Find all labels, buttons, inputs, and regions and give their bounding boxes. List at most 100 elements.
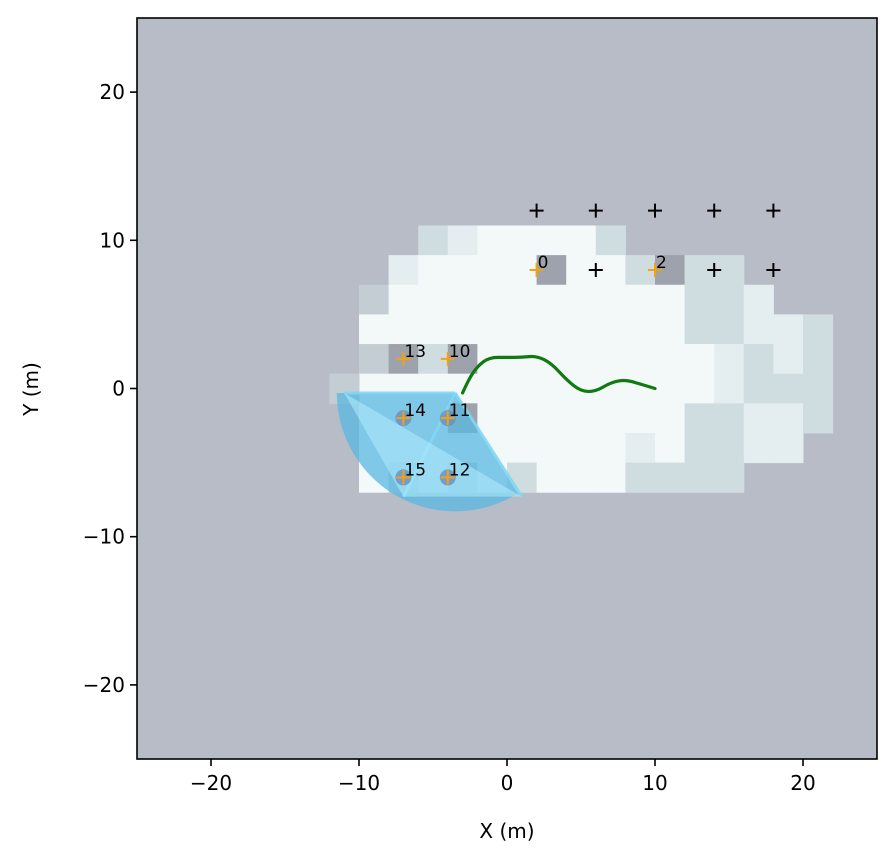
trajectory-line (461, 354, 657, 395)
map-cell (507, 284, 538, 315)
y-tick-label: 10 (100, 228, 125, 252)
map-cell (507, 403, 538, 434)
map-cell (773, 432, 804, 464)
fov-ray (453, 392, 524, 498)
map-cell (566, 432, 597, 464)
map-cell (388, 255, 419, 286)
map-cell (566, 314, 597, 345)
map-cell (655, 284, 686, 315)
target-id-label: 12 (449, 460, 471, 480)
map-cell (507, 344, 538, 375)
map-cell (803, 344, 834, 375)
y-tick-label: 20 (100, 80, 125, 104)
map-cell (743, 373, 774, 404)
map-cell (447, 255, 478, 286)
x-tick-label: 20 (790, 771, 815, 795)
map-cell (684, 432, 715, 464)
found-target-marker (440, 351, 455, 366)
map-cell (595, 314, 626, 345)
map-cell (684, 344, 715, 375)
map-cell (714, 462, 745, 493)
map-cell (655, 344, 686, 375)
found-target-marker (396, 351, 411, 366)
found-target-marker (529, 262, 544, 277)
map-cell (507, 432, 538, 464)
map-cell (803, 314, 834, 345)
map-cell (566, 284, 597, 315)
found-target-marker (648, 262, 662, 277)
map-cell (773, 344, 804, 375)
map-cell (388, 284, 419, 315)
target-id-label: 2 (656, 253, 667, 273)
map-cell (418, 284, 449, 315)
map-cell (714, 373, 745, 404)
map-cell (625, 462, 656, 493)
map-cell (536, 462, 567, 493)
map-cell (714, 284, 745, 315)
map-cell (743, 284, 774, 315)
map-cell (803, 403, 834, 434)
y-tick-label: 0 (112, 377, 125, 401)
x-tick-label: −20 (190, 771, 232, 795)
found-target-marker (396, 411, 411, 426)
found-target-marker (396, 470, 411, 485)
map-cell (625, 403, 656, 434)
map-cell (625, 432, 656, 464)
map-cell (773, 314, 804, 345)
map-cell (714, 314, 745, 345)
map-cell (803, 373, 834, 404)
map-cell (684, 373, 715, 404)
map-cell (655, 314, 686, 345)
target-id-label: 11 (449, 401, 471, 421)
map-cell (566, 462, 597, 493)
map-cell (743, 314, 774, 345)
unknown-target-marker (766, 203, 781, 218)
fov-inner (344, 392, 522, 497)
map-cell (359, 314, 390, 345)
map-cell (655, 432, 686, 464)
map-cell (714, 344, 745, 375)
map-cell (714, 403, 745, 434)
map-cell (536, 403, 567, 434)
found-target-marker (440, 470, 455, 485)
map-cell (566, 225, 597, 256)
map-cell (595, 225, 626, 256)
map-cell (655, 403, 686, 434)
map-cell (625, 284, 656, 315)
map-cell (773, 403, 804, 434)
target-id-label: 14 (404, 401, 426, 421)
map-cell (418, 225, 449, 256)
target-id-label: 15 (404, 460, 426, 480)
unknown-target-marker (766, 262, 781, 277)
map-cell (566, 344, 597, 375)
map-cell (477, 403, 508, 434)
map-cell (684, 314, 715, 345)
map-cell (595, 344, 626, 375)
map-cell (507, 373, 538, 404)
map-cell (743, 403, 774, 434)
map-cell (595, 462, 626, 493)
map-cell (595, 432, 626, 464)
unknown-target-marker (588, 262, 603, 277)
map-cell (507, 225, 538, 256)
map-cell (625, 344, 656, 375)
x-tick-label: 0 (501, 771, 514, 795)
map-cell (536, 225, 567, 256)
unknown-target-marker (707, 203, 722, 218)
map-cell (388, 314, 419, 345)
map-cell (536, 373, 567, 404)
map-cell (595, 403, 626, 434)
map-cell (447, 225, 478, 256)
map-cell (477, 225, 508, 256)
map-cell (536, 314, 567, 345)
map-cell (625, 314, 656, 345)
y-axis-label: Y (m) (19, 362, 43, 417)
map-cell (684, 284, 715, 315)
map-cell (507, 314, 538, 345)
map-cell (477, 373, 508, 404)
found-target-marker (440, 411, 455, 426)
map-cell (714, 432, 745, 464)
map-cell (743, 432, 774, 464)
